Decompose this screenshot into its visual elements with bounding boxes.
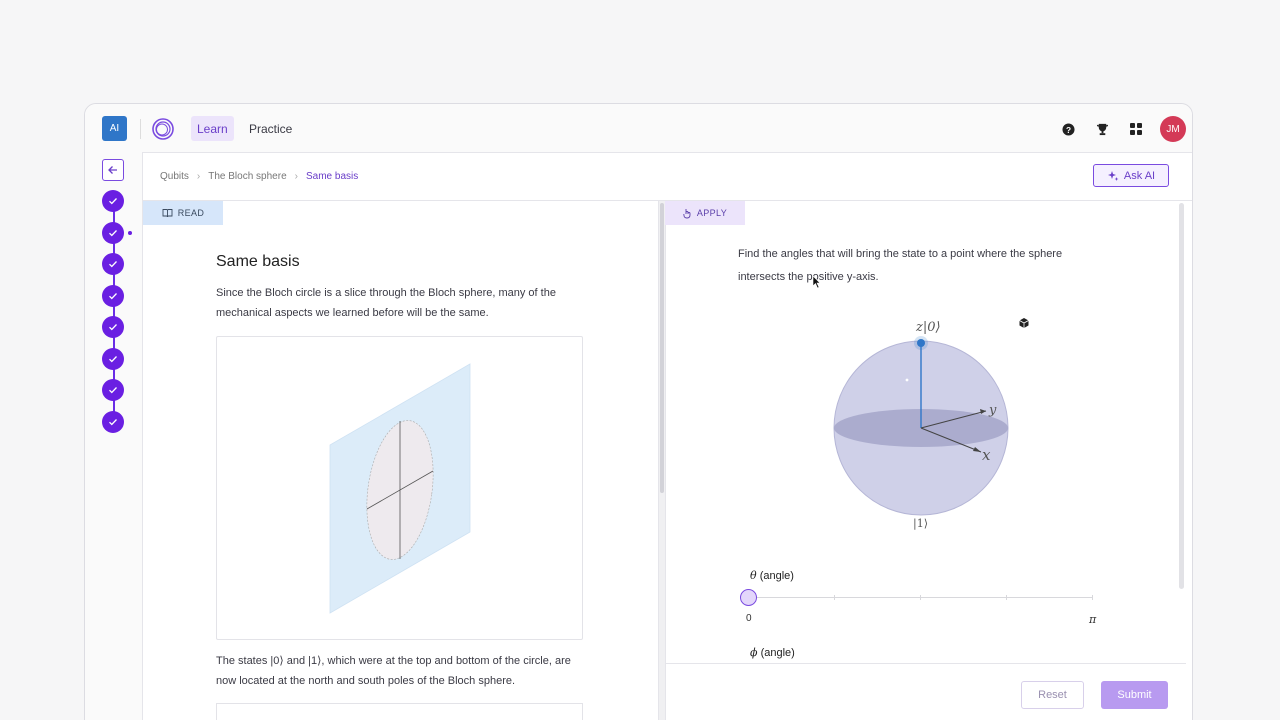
- check-icon: [109, 387, 117, 394]
- sphere-label-y: y: [988, 403, 997, 418]
- reset-button[interactable]: Reset: [1021, 681, 1084, 709]
- theta-max: π: [1089, 613, 1097, 626]
- tab-read-label: READ: [177, 208, 205, 218]
- tab-apply-label: APPLY: [696, 208, 728, 218]
- svg-text:?: ?: [1065, 124, 1070, 134]
- content-area: Qubits › The Bloch sphere › Same basis A…: [142, 152, 1192, 720]
- step-complete[interactable]: [102, 285, 124, 307]
- sphere-label-bottom: |1⟩: [913, 517, 928, 531]
- nav-learn[interactable]: Learn: [191, 116, 234, 141]
- breadcrumb-item[interactable]: Qubits: [160, 171, 189, 182]
- theta-text: (angle): [759, 570, 794, 582]
- lesson-paragraph: Since the Bloch circle is a slice throug…: [216, 287, 556, 319]
- nav-practice[interactable]: Practice: [249, 121, 293, 136]
- theta-symbol: θ: [750, 569, 757, 582]
- sphere-label-top: z|0⟩: [915, 320, 941, 335]
- brand-logo-icon[interactable]: [151, 117, 175, 141]
- tab-apply[interactable]: APPLY: [665, 201, 745, 225]
- apps-grid-icon[interactable]: [1127, 120, 1145, 138]
- ask-ai-button[interactable]: Ask AI: [1093, 164, 1169, 187]
- back-button[interactable]: [102, 159, 124, 181]
- lesson-title: Same basis: [216, 253, 300, 270]
- ai-badge[interactable]: AI: [102, 116, 127, 141]
- check-icon: [109, 230, 117, 237]
- next-figure: [216, 703, 583, 720]
- bloch-sphere[interactable]: z|0⟩ y x |1⟩: [818, 313, 1028, 533]
- check-icon: [109, 293, 117, 300]
- tab-read[interactable]: READ: [143, 201, 223, 225]
- sparkle-icon: [1107, 170, 1119, 181]
- ask-ai-label: Ask AI: [1123, 169, 1156, 182]
- breadcrumb-item[interactable]: The Bloch sphere: [208, 171, 287, 182]
- slider-tick: [1092, 595, 1093, 600]
- breadcrumb: Qubits › The Bloch sphere › Same basis: [160, 171, 358, 182]
- step-complete[interactable]: [102, 411, 124, 433]
- check-icon: [109, 261, 117, 268]
- right-scrollbar[interactable]: [1179, 203, 1184, 589]
- phi-label: ϕ (angle): [750, 646, 795, 659]
- step-complete[interactable]: [102, 222, 124, 244]
- chevron-right-icon: ›: [196, 171, 201, 182]
- arrow-left-icon: [108, 166, 117, 174]
- bloch-circle-figure: [216, 336, 583, 640]
- book-icon: [162, 209, 173, 218]
- user-avatar[interactable]: JM: [1160, 116, 1186, 142]
- chevron-right-icon: ›: [294, 171, 298, 182]
- theta-label: θ (angle): [750, 569, 794, 582]
- check-icon: [109, 356, 117, 363]
- slider-tick: [1006, 595, 1007, 600]
- slider-tick: [920, 595, 921, 600]
- step-complete[interactable]: [102, 253, 124, 275]
- theta-slider-thumb[interactable]: [740, 589, 757, 606]
- step-complete[interactable]: [102, 316, 124, 338]
- hand-pointer-icon: [683, 208, 691, 218]
- exercise-instruction: Find the angles that will bring the stat…: [738, 248, 1063, 283]
- check-icon: [109, 324, 117, 331]
- footer-divider: [666, 663, 1186, 664]
- separator: [140, 119, 141, 139]
- step-complete[interactable]: [102, 348, 124, 370]
- check-icon: [109, 198, 117, 205]
- sphere-label-x: x: [982, 446, 991, 464]
- help-icon[interactable]: ?: [1059, 120, 1077, 138]
- trophy-icon[interactable]: [1093, 120, 1111, 138]
- check-icon: [109, 419, 117, 426]
- slider-tick: [834, 595, 835, 600]
- submit-button[interactable]: Submit: [1101, 681, 1168, 709]
- current-step-indicator: [128, 231, 132, 235]
- lesson-paragraph: The states |0⟩ and |1⟩, which were at th…: [216, 655, 571, 687]
- cube-icon[interactable]: [1018, 317, 1030, 329]
- top-bar: AI Learn Practice ? JM: [85, 104, 1192, 154]
- step-complete[interactable]: [102, 190, 124, 212]
- phi-symbol: ϕ: [750, 646, 758, 659]
- app-window: AI Learn Practice ? JM Qubits: [84, 103, 1193, 720]
- left-scrollbar[interactable]: [660, 203, 664, 493]
- progress-line: [113, 202, 115, 422]
- mouse-cursor-icon: [812, 275, 821, 289]
- header-divider: [143, 200, 1192, 201]
- step-complete[interactable]: [102, 379, 124, 401]
- phi-text: (angle): [760, 647, 795, 659]
- theta-min: 0: [746, 613, 752, 624]
- breadcrumb-current: Same basis: [305, 171, 359, 182]
